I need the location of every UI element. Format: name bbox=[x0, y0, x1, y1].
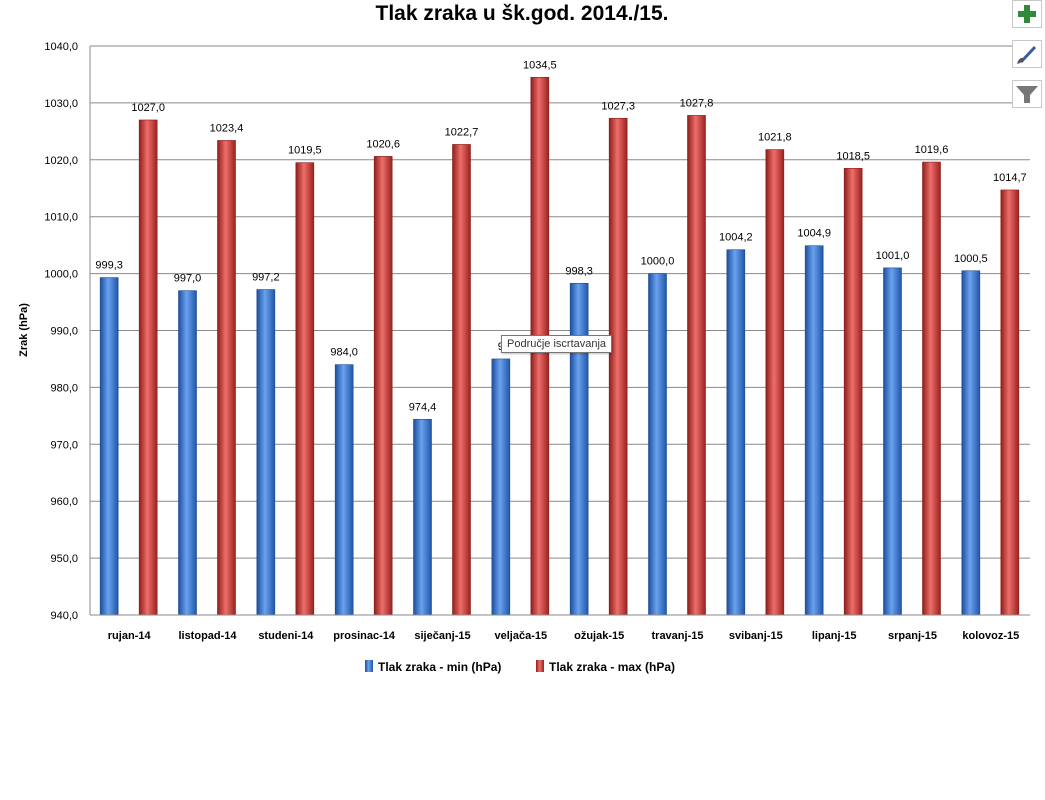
chart-title: Tlak zraka u šk.god. 2014./15. bbox=[376, 2, 669, 25]
data-label: 984,0 bbox=[330, 347, 358, 359]
data-label: 1000,0 bbox=[641, 256, 675, 268]
y-axis-title: Zrak (hPa) bbox=[18, 303, 30, 357]
x-tick-label: veljača-15 bbox=[495, 630, 548, 642]
plot-area-tooltip: Područje iscrtavanja bbox=[501, 335, 613, 353]
chart-styles-button[interactable] bbox=[1012, 40, 1042, 68]
bar-max bbox=[843, 168, 863, 616]
gridlines bbox=[90, 45, 1030, 616]
bar-max bbox=[452, 144, 471, 616]
data-labels: 999,3 1027,0 997,0 1023,4 997,2 1019,5 984,0 10… bbox=[95, 59, 1026, 413]
bar-max bbox=[295, 162, 315, 616]
bar-min bbox=[99, 277, 119, 616]
data-label: 1034,5 bbox=[523, 59, 557, 71]
x-tick-label: prosinac-14 bbox=[333, 630, 396, 642]
data-label: 1020,6 bbox=[366, 138, 400, 150]
y-tick-label: 970,0 bbox=[50, 439, 78, 451]
x-tick-label: svibanj-15 bbox=[729, 630, 783, 642]
data-label: 997,2 bbox=[252, 272, 280, 284]
y-tick-label: 1010,0 bbox=[44, 212, 78, 224]
data-label: 1001,0 bbox=[876, 250, 910, 262]
bar-max bbox=[217, 140, 236, 616]
chart-elements-button[interactable] bbox=[1012, 0, 1042, 28]
x-tick-label: ožujak-15 bbox=[574, 630, 624, 642]
bar-min bbox=[569, 282, 589, 616]
bar-min bbox=[883, 267, 902, 616]
y-tick-label: 1030,0 bbox=[44, 98, 78, 110]
x-tick-label: kolovoz-15 bbox=[962, 630, 1019, 642]
data-label: 974,4 bbox=[409, 401, 437, 413]
data-label: 999,3 bbox=[95, 260, 123, 272]
y-tick-label: 1040,0 bbox=[44, 41, 78, 53]
bar-max bbox=[687, 115, 706, 616]
legend-label: Tlak zraka - max (hPa) bbox=[549, 660, 675, 674]
legend-label: Tlak zraka - min (hPa) bbox=[378, 660, 501, 674]
y-tick-label: 990,0 bbox=[50, 326, 78, 338]
bar-max bbox=[1000, 189, 1020, 616]
data-label: 1027,3 bbox=[601, 100, 635, 112]
x-tick-label: rujan-14 bbox=[108, 630, 152, 642]
legend[interactable]: Tlak zraka - min (hPa) Tlak zraka - max (… bbox=[365, 660, 675, 674]
bar-min bbox=[961, 270, 981, 616]
bar-min bbox=[256, 289, 276, 616]
bar-max bbox=[765, 149, 785, 616]
y-tick-label: 950,0 bbox=[50, 553, 78, 565]
bar-max bbox=[373, 156, 393, 616]
data-label: 1022,7 bbox=[445, 126, 479, 138]
data-label: 1027,0 bbox=[131, 102, 165, 114]
bar-min bbox=[726, 249, 746, 616]
data-label: 1019,6 bbox=[915, 144, 949, 156]
bar-min bbox=[334, 364, 354, 616]
data-label: 1014,7 bbox=[993, 172, 1027, 184]
axes: 940,0 950,0 960,0 970,0 980,0 990,0 1000,0 1010… bbox=[44, 41, 1030, 642]
data-label: 1000,5 bbox=[954, 253, 988, 265]
filter-icon bbox=[1016, 86, 1038, 103]
data-label: 1004,9 bbox=[797, 228, 831, 240]
x-tick-label: lipanj-15 bbox=[812, 630, 857, 642]
bar-max bbox=[138, 119, 158, 616]
data-label: 1021,8 bbox=[758, 132, 792, 144]
data-label: 1019,5 bbox=[288, 145, 322, 157]
x-tick-label: srpanj-15 bbox=[888, 630, 937, 642]
data-label: 1023,4 bbox=[210, 122, 244, 134]
y-tick-label: 960,0 bbox=[50, 496, 78, 508]
bar-min bbox=[413, 418, 432, 616]
data-label: 1027,8 bbox=[680, 97, 714, 109]
data-label: 997,0 bbox=[174, 273, 202, 285]
chart-filters-button[interactable] bbox=[1012, 80, 1042, 108]
y-tick-label: 940,0 bbox=[50, 610, 78, 622]
data-label: 998,3 bbox=[565, 265, 593, 277]
y-tick-label: 1000,0 bbox=[44, 269, 78, 281]
x-tick-label: siječanj-15 bbox=[414, 630, 470, 642]
legend-swatch bbox=[536, 660, 544, 672]
data-label: 1004,2 bbox=[719, 232, 753, 244]
y-tick-label: 980,0 bbox=[50, 382, 78, 394]
x-tick-label: listopad-14 bbox=[178, 630, 237, 642]
x-tick-label: travanj-15 bbox=[652, 630, 704, 642]
bar-min bbox=[178, 290, 197, 616]
data-label: 9 bbox=[498, 341, 504, 353]
plus-icon bbox=[1018, 5, 1036, 23]
bar-max bbox=[922, 161, 941, 616]
data-label: 1018,5 bbox=[836, 150, 870, 162]
bar-max bbox=[608, 117, 628, 616]
legend-swatch bbox=[365, 660, 373, 672]
x-tick-label: studeni-14 bbox=[258, 630, 314, 642]
y-tick-label: 1020,0 bbox=[44, 155, 78, 167]
bar-min bbox=[491, 358, 511, 616]
brush-icon bbox=[1017, 45, 1037, 64]
bar-min bbox=[648, 273, 667, 616]
bar-min bbox=[804, 245, 824, 616]
